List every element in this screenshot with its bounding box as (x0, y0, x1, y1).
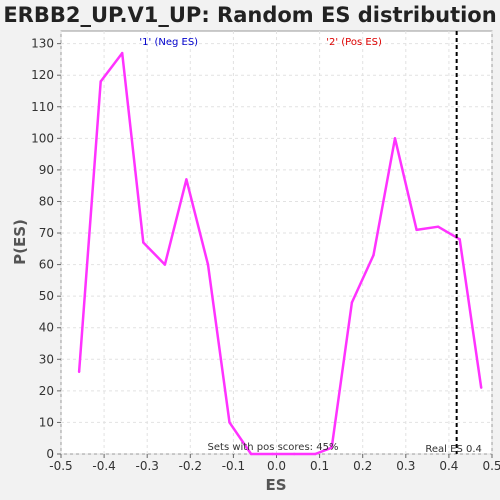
chart-title: ERBB2_UP.V1_UP: Random ES distribution (3, 3, 496, 27)
data-point (77, 370, 81, 374)
data-point (121, 51, 124, 55)
data-point (350, 301, 354, 304)
data-point (372, 253, 375, 257)
data-point (314, 452, 317, 456)
y-tick-label: 80 (39, 194, 54, 208)
y-tick-label: 70 (39, 226, 54, 240)
series-group (77, 51, 483, 456)
x-tick-label: 0.4 (439, 459, 458, 473)
series-line (77, 51, 483, 456)
y-tick-label: 100 (31, 131, 54, 145)
data-point (292, 452, 296, 456)
x-tick-label: 0.2 (353, 459, 372, 473)
data-point (249, 452, 253, 456)
data-point (271, 452, 274, 456)
x-tick-label: -0.5 (49, 459, 72, 473)
neg-es-label: '1' (Neg ES) (139, 37, 198, 48)
y-tick-label: 20 (39, 384, 54, 398)
data-point (228, 421, 231, 424)
y-tick-label: 10 (39, 415, 54, 429)
x-tick-label: -0.3 (135, 459, 158, 473)
y-tick-label: 40 (39, 321, 54, 335)
x-tick-label: 0.3 (396, 459, 415, 473)
y-tick-label: 50 (39, 289, 54, 303)
x-axis-title: ES (265, 476, 286, 494)
y-tick-label: 130 (31, 37, 54, 51)
x-tick-label: -0.4 (92, 459, 115, 473)
data-point (185, 178, 188, 181)
data-point (99, 80, 102, 83)
y-axis-title: P(ES) (11, 219, 29, 265)
y-tick-label: 60 (39, 258, 54, 272)
x-tick-label: -0.1 (222, 459, 245, 473)
y-tick-label: 30 (39, 352, 54, 366)
data-point (142, 241, 145, 244)
axis-ticks: -0.5 -0.4 -0.3 -0.2 -0.1 0.0 0.1 0.2 0.3 0.4 0.5 0 1… (31, 37, 500, 473)
y-tick-label: 0 (46, 447, 54, 461)
data-point (163, 263, 167, 266)
data-point (393, 137, 397, 140)
x-tick-label: 0.0 (267, 459, 286, 473)
data-point (330, 446, 333, 449)
grid-lines (60, 31, 493, 455)
x-tick-label: 0.1 (310, 459, 329, 473)
pos-scores-text: Sets with pos scores: 45% (208, 442, 339, 453)
data-point (458, 238, 461, 241)
annotations: '1' (Neg ES) '2' (Pos ES) Real ES 0.4 Se… (139, 31, 482, 455)
data-point (480, 386, 483, 389)
x-tick-label: 0.5 (482, 459, 500, 473)
real-es-label: Real ES 0.4 (425, 444, 481, 455)
data-point (415, 228, 418, 232)
y-tick-label: 120 (31, 68, 54, 82)
pos-es-label: '2' (Pos ES) (326, 37, 382, 48)
data-point (436, 225, 440, 228)
data-point (206, 263, 210, 266)
x-tick-label: -0.2 (179, 459, 202, 473)
y-tick-label: 90 (39, 163, 54, 177)
y-tick-label: 110 (31, 100, 54, 114)
